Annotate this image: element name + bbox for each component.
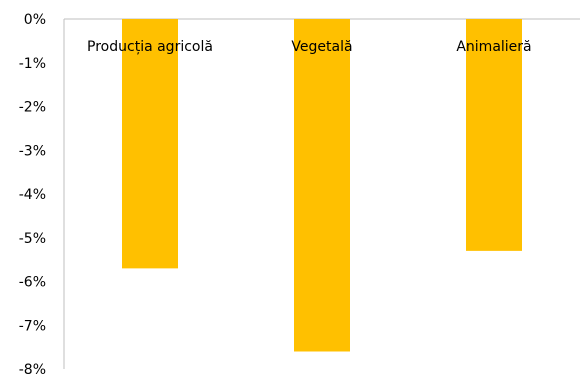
bar-0 [122, 19, 178, 269]
y-tick-label: -2% [19, 100, 46, 116]
y-tick-label: -4% [19, 187, 46, 203]
y-tick-label: -3% [19, 143, 46, 159]
category-label: Vegetală [291, 39, 352, 55]
category-label: Producția agricolă [87, 39, 213, 55]
y-tick-label: -1% [19, 56, 46, 72]
y-tick-label: -5% [19, 231, 46, 247]
bar-1 [294, 19, 350, 352]
y-tick-label: 0% [24, 12, 46, 28]
bar-2 [466, 19, 522, 251]
y-axis-tick-labels: 0% -1% -2% -3% -4% -5% -6% -7% -8% [19, 12, 46, 374]
y-tick-label: -8% [19, 362, 46, 374]
x-axis-category-labels: Producția agricolă Vegetală Animalieră [87, 39, 532, 55]
y-tick-label: -7% [19, 318, 46, 334]
chart-bars [122, 19, 522, 352]
category-label: Animalieră [456, 39, 531, 55]
y-tick-label: -6% [19, 275, 46, 291]
